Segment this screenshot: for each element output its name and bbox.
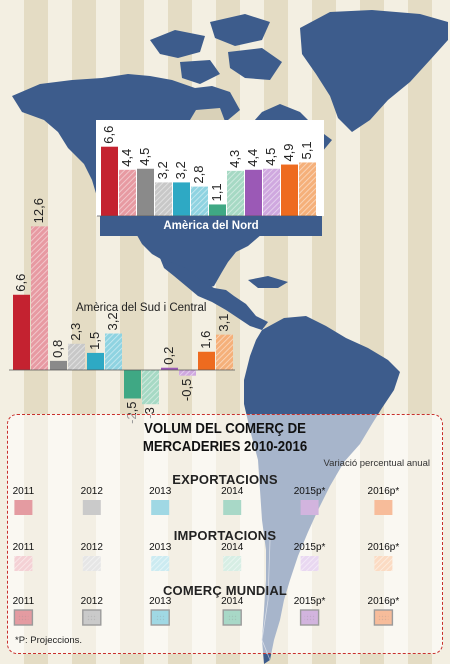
legend-year-label: 2015p* [293,542,326,553]
bar-hatch-2016p [216,334,233,370]
legend-year-label: 2011 [12,596,35,607]
legend-year-label: 2011 [12,486,35,497]
south-central-america-label: Amèrica del Sud i Central [76,302,207,314]
value-label: 2,3 [68,323,83,341]
bar-export-2014 [124,370,141,399]
value-label: 6,6 [101,126,116,144]
value-label: 0,2 [161,347,176,365]
bar-export-2015p [161,367,178,370]
imports-section-title: IMPORTACIONS [173,528,277,543]
bar-hatch-2012 [68,343,85,370]
bar-export-2013 [87,352,104,370]
legend-year-label: 2014 [221,596,244,607]
bar-hatch-2016p [299,162,316,216]
legend-title-line-1: VOLUM DEL COMERÇ DE [144,420,306,437]
bar-hatch-2014 [142,370,159,405]
bar-export-2013 [173,182,190,216]
value-label: 3,2 [155,161,170,179]
value-label: 4,3 [227,150,242,168]
bar-hatch-2015p [263,168,280,216]
legend-year-label: 2013 [149,486,172,497]
value-label: 4,4 [245,149,260,167]
north-america-chart: 6,64,4 4,53,2 3,2 2,81,14,3 4,4 4,5 4,9 5,1 [96,120,324,217]
bar-hatch-2014 [227,170,244,216]
legend-year-label: 2016p* [367,596,400,607]
bar-hatch-2013 [191,186,208,216]
bar-export-2014 [209,204,226,216]
legend-year-label: 2016p* [367,486,400,497]
bar-hatch-2015p [179,370,196,376]
value-label: 2,8 [191,166,206,184]
value-label: 1,6 [198,331,213,349]
bar-export-2011 [101,146,118,216]
legend-year-label: 2011 [12,542,35,553]
bar-hatch-2011 [119,169,136,216]
value-label: 4,9 [281,143,296,161]
north-america-label: Amèrica del Nord [100,216,322,236]
legend-year-label: 2014 [221,542,244,553]
value-label: -0,5 [179,379,194,401]
value-label: 3,2 [105,312,120,330]
bar-hatch-2012 [155,182,172,216]
bar-hatch-2011 [31,226,48,370]
value-label: 4,5 [137,148,152,166]
legend-year-label: 2016p* [367,542,400,553]
value-label: 6,6 [13,274,28,292]
legend-year-label: 2015p* [293,486,326,497]
legend-year-label: 2012 [80,542,103,553]
value-label: 3,1 [216,314,231,332]
legend-year-label: 2012 [80,596,103,607]
value-label: 5,1 [299,141,314,159]
legend-panel [7,414,443,654]
bar-export-2016p [281,164,298,216]
bar-export-2012 [50,360,67,370]
value-label: 0,8 [50,340,65,358]
bar-export-2012 [137,168,154,216]
world-trade-section-title: COMERÇ MUNDIAL [162,583,288,598]
legend-title-line-2: MERCADERIES 2010-2016 [142,438,308,455]
legend-year-label: 2012 [80,486,103,497]
legend-year-label: 2013 [149,596,172,607]
bar-hatch-2013 [105,333,122,370]
value-label: 1,1 [209,183,224,201]
south-central-america-chart: 6,612,60,82,31,53,2-2,5 -30,2-0,51,63,1 [9,198,235,424]
value-label: -3 [142,407,157,419]
legend-year-label: 2014 [221,486,244,497]
exports-section-title: EXPORTACIONS [172,472,278,487]
legend-subtitle: Variació percentual anual [323,458,430,469]
bar-export-2015p [245,169,262,216]
legend-year-label: 2013 [149,542,172,553]
value-label: 3,2 [173,161,188,179]
bar-export-2016p [198,351,215,370]
value-label: 4,5 [263,148,278,166]
bar-export-2011 [13,294,30,370]
bars-layer: 6,64,4 4,53,2 3,2 2,81,14,3 4,4 4,5 4,9 5,16,61… [9,120,324,424]
footnote: *P: Projeccions. [15,635,83,646]
legend-year-label: 2015p* [293,596,326,607]
value-label: 12,6 [31,198,46,223]
value-label: 4,4 [119,149,134,167]
value-label: 1,5 [87,332,102,350]
